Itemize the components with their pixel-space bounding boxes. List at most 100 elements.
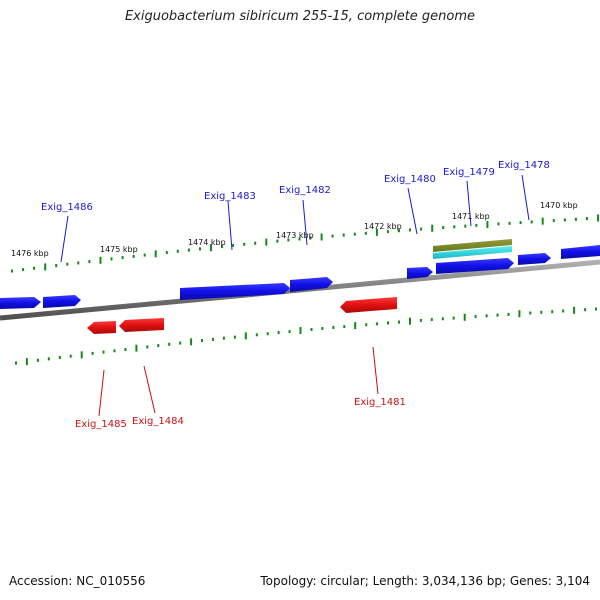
minor-tick [331,234,334,238]
minor-tick [584,308,587,312]
major-tick [375,228,378,236]
minor-tick [387,321,390,325]
gene-label-exig-1481[interactable]: Exig_1481 [354,397,406,408]
minor-tick [452,316,455,320]
inner-tick-track [15,306,597,366]
minor-tick [69,354,72,358]
major-tick [463,313,466,321]
scale-label: 1475 kbp [100,245,138,254]
minor-tick [342,233,345,237]
leader-line-exig-1485 [98,369,105,417]
minor-tick [595,307,597,311]
minor-tick [66,262,69,266]
major-tick [409,317,411,325]
minor-tick [321,327,324,330]
gene-arrow-forward[interactable] [518,253,551,265]
minor-tick [88,260,91,264]
minor-tick [232,243,235,247]
major-tick [99,256,102,264]
gene-label-exig-1484[interactable]: Exig_1484 [132,416,184,427]
minor-tick [187,248,190,252]
minor-tick [332,326,335,329]
scale-label: 1470 kbp [540,201,578,210]
minor-tick [529,311,532,315]
gene-label-exig-1485[interactable]: Exig_1485 [75,419,127,430]
minor-tick [110,257,113,261]
minor-tick [441,317,444,321]
minor-tick [165,251,168,255]
reverse-gene-track [87,297,397,334]
minor-tick [496,313,499,317]
minor-tick [91,351,94,355]
gene-arrow-forward[interactable] [43,295,81,308]
minor-tick [47,357,50,361]
major-tick [190,338,193,346]
major-tick [320,233,323,241]
gene-label-exig-1478[interactable]: Exig_1478 [498,160,550,171]
map-title: Exiguobacterium sibiricum 255-15, comple… [124,9,476,24]
gene-arrow-forward[interactable] [561,245,600,259]
major-tick [210,244,212,252]
leader-line-exig-1486 [60,215,69,263]
minor-tick [519,221,522,225]
minor-tick [288,330,291,334]
minor-tick [102,350,105,354]
gene-label-exig-1480[interactable]: Exig_1480 [384,174,436,185]
minor-tick [199,247,201,251]
leader-line-exig-1480 [407,187,418,235]
minor-tick [365,323,368,327]
gene-arrow-forward[interactable] [407,267,433,279]
minor-tick [124,348,127,351]
gene-arrow-reverse[interactable] [119,318,164,332]
leader-line-exig-1479 [466,180,472,227]
major-tick [299,327,302,334]
major-tick [244,332,247,340]
minor-tick [212,337,214,341]
outer-tick-track [11,214,599,273]
major-tick [486,221,489,229]
minor-tick [55,264,58,268]
scale-label: 1476 kbp [11,249,49,258]
scale-label: 1473 kbp [276,231,314,240]
major-tick [597,214,599,222]
minor-tick [310,328,313,331]
minor-tick [540,310,543,314]
minor-tick [507,312,510,316]
gene-arrow-forward[interactable] [436,258,514,274]
major-tick [265,238,268,246]
gene-label-exig-1482[interactable]: Exig_1482 [279,185,331,196]
leader-line-exig-1484 [143,365,156,414]
minor-tick [430,318,433,322]
gene-arrow-reverse[interactable] [340,297,397,313]
gene-arrow-forward[interactable] [180,283,290,300]
leader-line-exig-1478 [521,174,530,221]
major-tick [44,263,47,271]
minor-tick [475,223,478,227]
gene-label-exig-1483[interactable]: Exig_1483 [204,191,256,202]
minor-tick [233,335,236,339]
minor-tick [132,254,135,258]
gene-label-exig-1479[interactable]: Exig_1479 [443,167,495,178]
rna-feature-band[interactable] [433,246,512,259]
accession-text: Accession: NC_010556 [9,574,146,588]
gene-arrow-reverse[interactable] [87,321,116,334]
minor-tick [143,253,146,257]
minor-tick [353,232,356,236]
minor-tick [497,222,500,226]
gene-label-exig-1486[interactable]: Exig_1486 [41,202,93,213]
gene-arrow-forward[interactable] [290,277,333,292]
rna-feature-band[interactable] [433,239,512,252]
minor-tick [464,224,467,228]
leader-line-exig-1483 [227,200,233,251]
minor-tick [176,249,179,253]
minor-tick [562,309,565,313]
minor-tick [386,230,389,234]
minor-tick [121,256,124,260]
minor-tick [574,217,577,221]
gene-arrow-forward[interactable] [0,297,41,309]
minor-tick [146,345,149,349]
minor-tick [398,320,400,324]
minor-tick [243,242,246,246]
